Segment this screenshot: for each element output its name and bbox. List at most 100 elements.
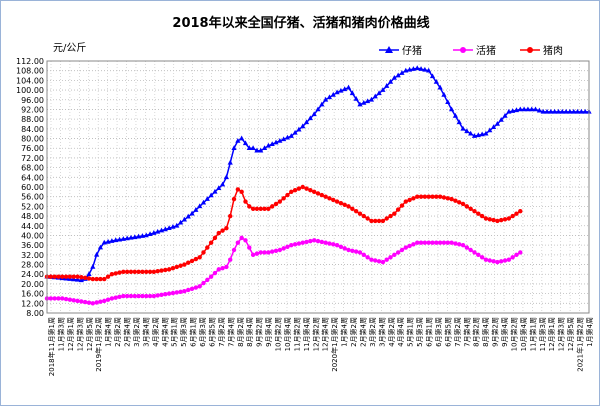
- data-point: [491, 259, 496, 264]
- data-point: [296, 186, 302, 191]
- data-point: [90, 276, 96, 282]
- data-point: [261, 145, 268, 151]
- data-point: [289, 189, 294, 195]
- data-point: [243, 199, 248, 204]
- data-point: [239, 235, 244, 241]
- data-point: [392, 211, 397, 216]
- data-point: [315, 238, 321, 244]
- data-point: [391, 74, 397, 80]
- data-point: [345, 84, 352, 90]
- data-point: [178, 289, 183, 294]
- legend-marker-pork: [527, 47, 533, 53]
- y-tick-label: 32.00: [21, 251, 44, 260]
- data-point: [235, 187, 241, 192]
- data-point: [151, 293, 157, 299]
- data-point: [60, 274, 65, 279]
- data-point: [468, 130, 474, 136]
- data-point: [388, 255, 393, 260]
- legend-label-live-hog: 活猪: [476, 45, 496, 57]
- data-point: [376, 218, 382, 224]
- data-point: [323, 194, 328, 199]
- x-tick-label: 8月第2周: [236, 317, 245, 347]
- x-axis-ticks: 2018年11月第1周 11月第3周 12月第1周 12月第3周 12月第5周 2019年…: [47, 317, 594, 376]
- data-point: [296, 241, 302, 246]
- data-point: [242, 140, 249, 146]
- data-point: [247, 204, 252, 209]
- data-point: [155, 293, 160, 298]
- legend-item-live-hog: 活猪: [453, 45, 496, 57]
- data-point: [250, 206, 256, 212]
- data-point: [159, 268, 164, 273]
- data-point: [224, 225, 229, 231]
- data-point: [353, 249, 359, 254]
- data-point: [349, 90, 355, 96]
- data-point: [170, 223, 176, 229]
- data-point: [350, 206, 355, 212]
- data-point: [510, 213, 515, 219]
- x-tick-label: 10月第4周: [519, 317, 528, 351]
- data-point: [357, 101, 363, 107]
- data-point: [422, 194, 428, 199]
- data-point: [82, 275, 88, 281]
- data-point: [162, 226, 168, 232]
- data-point: [384, 83, 390, 88]
- data-point: [331, 242, 336, 247]
- data-point: [197, 284, 202, 289]
- data-point: [67, 297, 73, 302]
- data-point: [71, 298, 76, 303]
- data-point: [434, 194, 439, 199]
- y-tick-label: 28.00: [21, 261, 44, 270]
- data-point: [536, 107, 542, 113]
- y-tick-label: 52.00: [21, 202, 44, 211]
- data-point: [120, 236, 126, 241]
- data-point: [384, 257, 389, 262]
- x-tick-label: 2月第4周: [358, 317, 367, 347]
- data-point: [219, 181, 226, 187]
- data-point: [79, 275, 84, 280]
- y-tick-label: 60.00: [21, 183, 44, 192]
- data-point: [292, 242, 298, 247]
- data-point: [266, 206, 271, 212]
- data-point: [331, 197, 336, 203]
- data-point: [327, 241, 332, 246]
- data-point: [136, 269, 141, 275]
- data-point: [109, 272, 115, 277]
- data-point: [540, 108, 546, 114]
- data-point: [426, 67, 432, 73]
- data-point: [395, 250, 401, 255]
- data-point: [223, 174, 229, 180]
- data-point: [63, 296, 69, 302]
- x-tick-label: 10月第2周: [274, 317, 283, 351]
- data-point: [273, 201, 279, 207]
- data-point: [571, 108, 577, 114]
- data-point: [395, 72, 401, 78]
- legend-item-piglet: 仔猪: [379, 45, 422, 57]
- data-point: [151, 269, 157, 275]
- series-layer: [44, 65, 592, 306]
- data-point: [94, 300, 99, 305]
- data-point: [414, 65, 420, 71]
- data-point: [269, 141, 275, 146]
- data-point: [170, 265, 176, 271]
- data-point: [205, 277, 210, 283]
- data-point: [174, 290, 179, 295]
- data-point: [403, 199, 408, 204]
- y-tick-label: 104.00: [16, 76, 44, 85]
- data-point: [216, 185, 222, 191]
- y-tick-label: 84.00: [21, 125, 44, 134]
- x-tick-label: 4月第4周: [160, 317, 169, 347]
- data-point: [487, 127, 493, 133]
- data-point: [101, 239, 107, 245]
- data-point: [346, 204, 351, 209]
- data-point: [311, 238, 317, 243]
- data-point: [231, 247, 237, 253]
- data-point: [289, 242, 294, 248]
- data-point: [326, 94, 333, 100]
- data-point: [449, 196, 454, 202]
- y-tick-label: 36.00: [21, 241, 44, 250]
- data-point: [468, 247, 473, 253]
- data-point: [410, 66, 417, 71]
- data-point: [353, 209, 359, 214]
- data-point: [426, 240, 431, 245]
